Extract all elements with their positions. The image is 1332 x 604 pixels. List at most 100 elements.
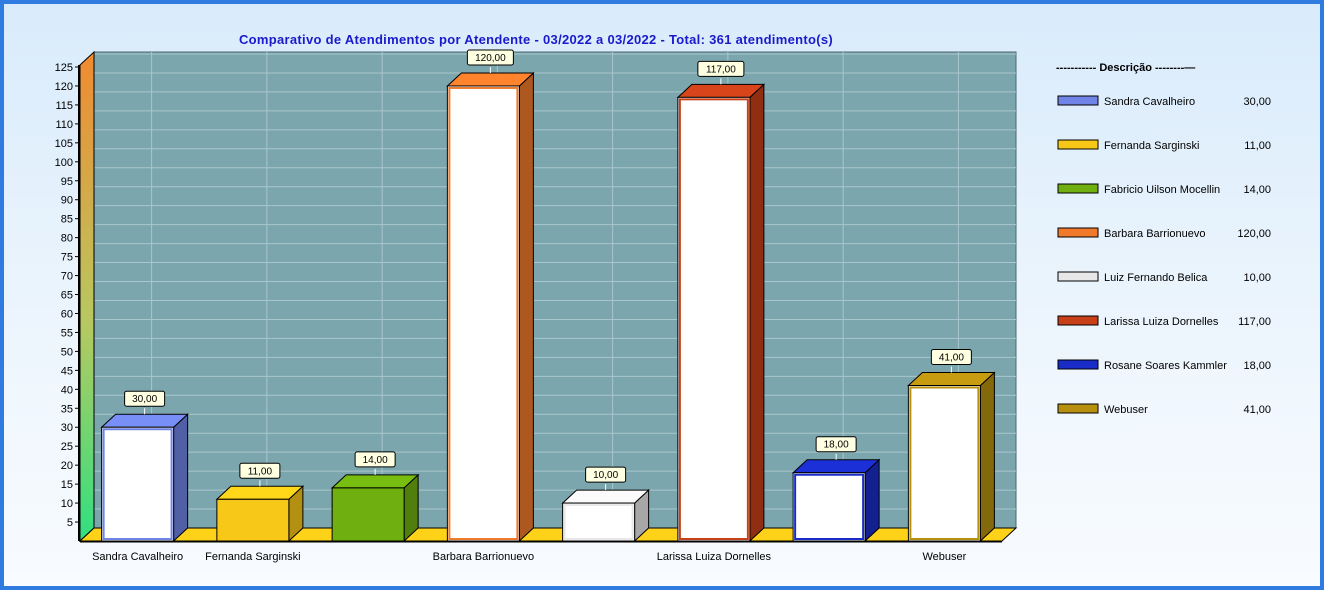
data-label-box	[124, 390, 166, 407]
bar-front-face	[677, 96, 751, 542]
x-tick-label: Barbara Barrionuevo	[433, 551, 535, 563]
legend-value: 10,00	[1243, 272, 1271, 284]
bar-4	[446, 71, 535, 543]
data-label-box	[815, 436, 857, 453]
data-label: 30,00	[132, 394, 157, 405]
x-tick-label: Larissa Luiza Dornelles	[657, 551, 772, 563]
data-label: 18,00	[824, 440, 849, 451]
y-tick-label: 50	[61, 346, 73, 358]
legend-value: 18,00	[1243, 360, 1271, 372]
data-label-box	[239, 462, 281, 479]
legend-value: 30,00	[1243, 96, 1271, 108]
data-label-box	[466, 49, 514, 66]
y-tick-label: 115	[55, 100, 73, 112]
bar-top-face	[215, 485, 305, 500]
chart-title: Comparativo de Atendimentos por Atendent…	[239, 32, 833, 47]
bar-front-border	[333, 488, 404, 540]
x-tick-label: Sandra Cavalheiro	[92, 551, 183, 563]
bar-front-face	[446, 85, 520, 542]
data-label: 117,00	[706, 64, 736, 75]
bar-front-face	[562, 502, 636, 542]
legend-label: Barbara Barrionuevo	[1104, 228, 1206, 240]
y-tick-label: 125	[55, 62, 73, 74]
y-tick-label: 30	[61, 422, 73, 434]
y-tick-label: 55	[61, 327, 73, 339]
y-tick-label: 25	[61, 441, 73, 453]
legend-label: Sandra Cavalheiro	[1104, 96, 1195, 108]
y-tick-label: 75	[61, 252, 73, 264]
bar-front-border	[794, 473, 865, 540]
legend-label: Fabricio Uilson Mocellin	[1104, 184, 1220, 196]
y-tick-label: 35	[61, 403, 73, 415]
bar-front-border	[448, 86, 519, 541]
legend-value: 41,00	[1243, 404, 1271, 416]
bar-front-face	[331, 487, 405, 542]
legend-value: 120,00	[1237, 228, 1271, 240]
bar-side-face	[979, 371, 995, 543]
y-tick-label: 65	[61, 290, 73, 302]
y-tick-label: 45	[61, 365, 73, 377]
data-label-box	[354, 451, 396, 468]
data-label: 120,00	[475, 53, 506, 64]
bar-side-face	[864, 458, 880, 543]
bar-6	[676, 83, 766, 543]
legend-label: Rosane Soares Kammler	[1104, 360, 1227, 372]
bar-2	[215, 485, 305, 543]
bar-front-border	[909, 386, 980, 541]
plot-back-wall	[93, 51, 1017, 529]
bar-top-face	[561, 489, 650, 504]
y-tick-label: 5	[67, 517, 73, 529]
y-tick-label: 100	[55, 157, 73, 169]
bar-front-face	[792, 472, 866, 542]
bar-front-face	[216, 498, 290, 542]
y-tick-label: 70	[61, 271, 73, 283]
legend-swatch	[1057, 271, 1099, 282]
legend-value: 14,00	[1243, 184, 1271, 196]
bar-front-border	[217, 500, 288, 540]
bar-1	[100, 413, 189, 543]
bar-front-border	[102, 428, 173, 540]
data-label: 41,00	[939, 353, 964, 364]
data-label-box	[930, 349, 972, 366]
y-tick-label: 110	[55, 119, 73, 131]
legend-swatch	[1057, 183, 1099, 194]
legend-label: Fernanda Sarginski	[1104, 140, 1199, 152]
y-tick-label: 120	[55, 81, 73, 93]
y-tick-label: 95	[61, 176, 73, 188]
y-tick-label: 60	[61, 308, 73, 320]
bar-top-face	[100, 413, 189, 428]
bar-side-face	[518, 71, 534, 543]
data-label-box	[697, 60, 745, 77]
bar-5	[561, 488, 650, 543]
data-label: 14,00	[363, 455, 388, 466]
legend-swatch	[1057, 359, 1099, 370]
legend-label: Luiz Fernando Belica	[1104, 272, 1208, 284]
bar-top-face	[446, 72, 535, 87]
bar-front-border	[563, 504, 634, 540]
bar-top-face	[907, 372, 996, 387]
bar-front-border	[678, 98, 749, 540]
y-tick-label: 20	[61, 460, 73, 472]
y-tick-label: 10	[61, 498, 73, 510]
legend-label: Webuser	[1104, 404, 1148, 416]
bar-side-face	[749, 83, 765, 543]
bar-3	[330, 473, 420, 543]
x-tick-label: Fernanda Sarginski	[205, 551, 300, 563]
bar-top-face	[791, 459, 881, 474]
bar-8	[907, 371, 996, 543]
legend-title: ----------- Descrição --------—	[1056, 62, 1195, 74]
bar-top-face	[330, 474, 420, 489]
data-label: 11,00	[248, 466, 273, 477]
y-tick-label: 40	[61, 384, 73, 396]
bar-front-face	[101, 426, 175, 542]
y-tick-label: 15	[61, 479, 73, 491]
bar-top-face	[676, 83, 766, 98]
y-tick-label: 105	[55, 138, 73, 150]
legend-swatch	[1057, 403, 1099, 414]
bar-7	[791, 458, 881, 543]
bar-front-face	[907, 385, 981, 542]
legend-swatch	[1057, 315, 1099, 326]
y-tick-label: 90	[61, 195, 73, 207]
legend-swatch	[1057, 227, 1099, 238]
